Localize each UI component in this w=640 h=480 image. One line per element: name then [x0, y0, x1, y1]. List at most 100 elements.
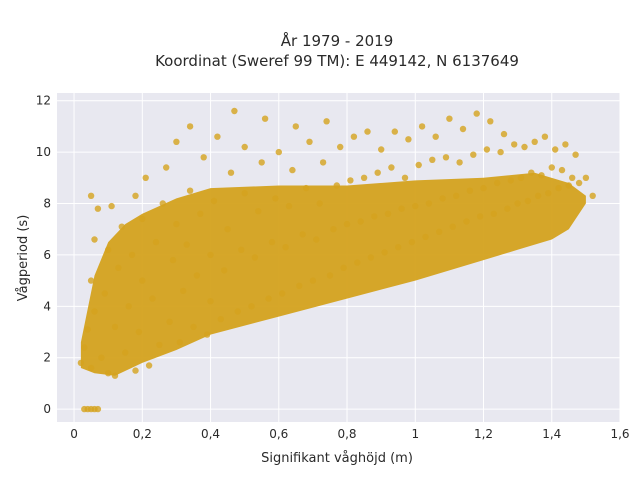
data-point [490, 210, 497, 217]
data-point [497, 148, 504, 156]
data-point [337, 143, 344, 151]
data-point [159, 200, 166, 207]
data-point [169, 256, 177, 264]
x-tick-label: 1,6 [610, 427, 629, 441]
data-point [210, 197, 218, 205]
data-point [589, 192, 596, 199]
data-point [122, 349, 129, 356]
data-point [200, 154, 207, 161]
x-tick-label: 0,2 [133, 427, 152, 441]
data-point [367, 254, 375, 261]
data-point [436, 228, 443, 235]
data-point [408, 238, 416, 246]
data-point [538, 172, 545, 179]
data-point [166, 318, 173, 325]
data-point [524, 197, 532, 205]
x-tick-label: 1 [411, 427, 419, 441]
data-point [115, 264, 122, 271]
y-tick-label: 8 [43, 197, 51, 211]
data-point [149, 295, 156, 302]
data-point [333, 182, 340, 189]
data-point [517, 174, 525, 181]
data-point [81, 344, 88, 351]
chart-title-line1: År 1979 - 2019 [281, 31, 394, 50]
data-point [511, 141, 518, 148]
data-point [94, 405, 102, 413]
data-point [360, 174, 368, 181]
data-point [77, 359, 85, 367]
data-point [105, 246, 112, 253]
data-point [534, 192, 542, 199]
data-point [84, 326, 91, 333]
y-tick-label: 0 [43, 402, 51, 416]
data-point [135, 328, 143, 336]
data-point [231, 107, 238, 115]
data-point [282, 244, 289, 251]
data-point [483, 146, 491, 153]
data-point [145, 362, 153, 369]
data-point [275, 148, 282, 156]
data-point [347, 177, 354, 184]
data-point [572, 151, 579, 158]
data-point [173, 220, 180, 228]
y-axis-ticks: 0 2 4 6 8 10 12 [36, 94, 51, 416]
data-point [569, 174, 576, 181]
data-point [364, 128, 371, 135]
data-point [401, 174, 409, 181]
data-point [463, 218, 470, 225]
data-point [125, 303, 132, 310]
data-point [190, 323, 197, 331]
data-point [500, 130, 508, 138]
data-point [354, 259, 361, 266]
data-point [412, 202, 419, 210]
data-point [173, 138, 180, 145]
data-point [255, 208, 262, 215]
data-point [217, 316, 224, 323]
data-point [487, 118, 494, 125]
data-point [480, 184, 487, 192]
data-point [272, 195, 279, 202]
data-point [279, 290, 286, 297]
y-tick-label: 10 [36, 145, 51, 159]
data-point [418, 123, 426, 130]
data-point [405, 136, 412, 143]
y-tick-label: 2 [43, 351, 51, 365]
data-point [558, 166, 566, 174]
data-point [98, 354, 105, 361]
x-tick-label: 0 [70, 427, 78, 441]
data-point [309, 277, 317, 284]
y-tick-label: 4 [43, 299, 51, 313]
data-point [565, 182, 572, 189]
data-point [139, 277, 146, 284]
data-point [302, 184, 310, 192]
data-point [514, 200, 521, 207]
data-point [176, 339, 183, 346]
data-point [265, 295, 272, 302]
data-point [528, 169, 535, 176]
data-point [87, 364, 95, 372]
data-point [91, 308, 98, 315]
data-point [432, 133, 439, 140]
data-point [108, 202, 115, 210]
data-point [111, 372, 119, 379]
data-point [541, 133, 549, 140]
data-point [384, 210, 392, 217]
data-point [224, 226, 231, 233]
data-point [316, 200, 323, 207]
x-tick-label: 0,8 [337, 427, 356, 441]
data-point [476, 213, 484, 220]
data-point [268, 238, 276, 246]
data-point [163, 164, 170, 171]
data-point [466, 187, 474, 194]
data-point [105, 370, 112, 377]
data-point [207, 251, 214, 259]
chart-title-line2: Koordinat (Sweref 99 TM): E 449142, N 61… [155, 52, 519, 70]
data-point [425, 200, 433, 207]
data-point [562, 141, 569, 148]
data-point [241, 190, 248, 197]
y-axis-label: Vågperiod (s) [16, 215, 31, 302]
data-point [186, 187, 194, 194]
x-tick-label: 0,4 [201, 427, 220, 441]
